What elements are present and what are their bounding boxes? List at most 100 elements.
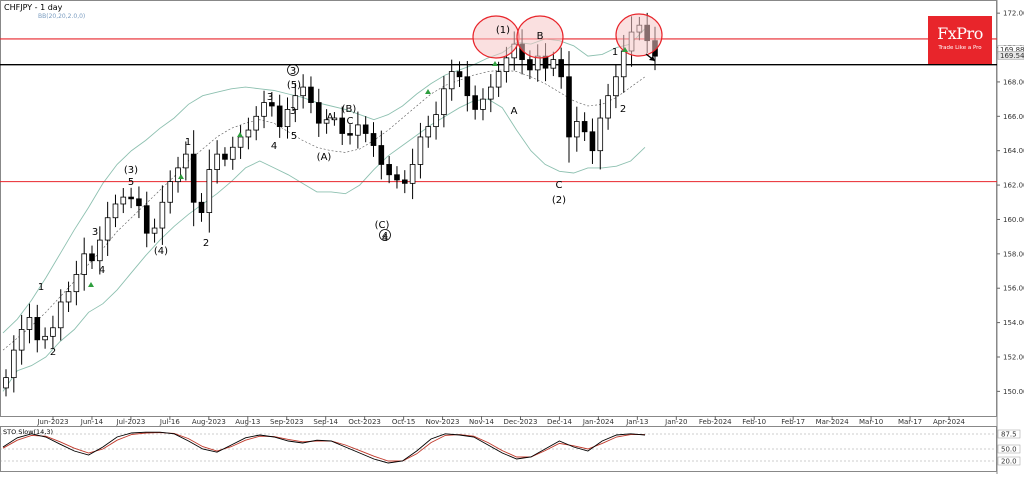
buy-arrow-icon [425,89,431,94]
time-tick-label: Aug-13 [235,418,260,426]
wave-label: 5 [291,131,297,142]
wave-label: (1) [496,25,510,36]
time-tick-label: Aug-2023 [192,418,226,426]
candle-body [136,198,142,207]
oscillator-title: STO Slow(14,3) [3,428,53,436]
time-tick-label: Feb-2024 [699,418,732,426]
candle-body [206,169,213,213]
time-tick-label: Sep-14 [313,418,338,426]
circled-wave-label: 4 [382,231,388,242]
projection-arrowhead [649,56,655,61]
wave-label: A [327,112,334,123]
candle-body [104,217,111,241]
price-tick-label: 168.000 [1003,78,1024,86]
buy-arrow-icon [622,47,628,52]
time-tick-label: Jan-2024 [582,418,615,426]
time-tick-label: Apr-2024 [933,418,966,426]
candle-body [527,59,533,71]
time-tick-label: Nov-14 [469,418,494,426]
candle-body [550,59,557,69]
time-tick-label: Mar-17 [898,418,922,426]
candle-body [558,59,564,78]
wave-label: 3 [92,227,98,238]
bollinger-lower-band [2,98,646,392]
candle-body [339,117,346,134]
candle-body [3,377,9,389]
candle-body [394,174,400,181]
candle-body [143,205,150,234]
stochastic-oscillator: 87.5 50.0 20.0 [0,429,1021,466]
time-tick-label: Oct-15 [392,418,416,426]
time-tick-label: Feb-17 [781,418,805,426]
wave-label: (4) [154,246,168,257]
candle-body [292,95,299,110]
candle-body [237,136,244,148]
time-tick-label: Mar-2024 [816,418,850,426]
candle-body [331,117,338,121]
candle-body [370,133,377,146]
candle-body [269,102,275,107]
highlight-circle [472,15,520,59]
current-price-label: 169.546 [1000,52,1024,60]
candle-body [472,95,478,110]
time-tick-label: Jan-20 [664,418,687,426]
wave-label: 5 [128,177,134,188]
candle-body [495,71,502,88]
candle-body [65,291,72,303]
wave-label: (B) [342,104,357,115]
candlesticks [3,12,658,397]
wave-label: 1 [612,47,618,58]
brand-tagline: Trade Like a Pro [938,45,982,51]
wave-label: A [511,106,518,117]
highlight-circle [615,13,663,57]
wave-label: C [556,180,563,191]
candle-body [73,274,80,293]
candle-body [378,145,385,165]
price-tick-label: 160.000 [1003,216,1024,224]
candle-body [347,133,353,136]
candle-body [581,121,588,133]
time-tick-label: Dec-14 [547,418,573,426]
candle-body [386,164,392,176]
oscillator-label-box [997,456,1021,466]
candle-body [456,71,463,78]
time-tick-label: Oct-2023 [348,418,380,426]
wave-label: 2 [50,347,56,358]
buy-arrow-icon [237,132,243,137]
time-tick-label: Jun-2023 [36,418,68,426]
wave-label: 3 [290,106,296,117]
price-tick-label: 164.000 [1003,147,1024,155]
time-tick-label: Dec-2023 [504,418,538,426]
wave-label: C [347,116,354,127]
chart-title: CHFJPY - 1 day [4,3,63,12]
candle-body [284,109,291,128]
candle-body [11,349,17,379]
wave-label: 1 [38,282,44,293]
candle-body [401,179,408,184]
candle-body [222,153,228,160]
candle-body [620,50,627,78]
oscillator-tick-label: 50.0 [1001,446,1017,454]
wave-label: (A) [317,152,332,163]
buy-arrow-icon [178,174,184,179]
candle-body [566,76,572,138]
wave-label: 1 [185,137,191,148]
price-tick-label: 172.000 [1003,10,1024,18]
candle-body [128,196,134,200]
candle-body [229,146,236,160]
candle-body [198,201,205,213]
candle-body [574,121,580,138]
candle-body [89,253,95,262]
wave-label: 4 [271,141,277,152]
brand-logo: FxPro Trade Like a Pro [928,16,992,64]
time-tick-label: Jun-14 [80,418,104,426]
price-tick-label: 152.000 [1003,353,1024,361]
candle-body [120,196,127,205]
candle-body [605,95,611,119]
annotations [88,13,663,287]
candle-body [245,129,252,138]
buy-arrow-icon [88,282,94,287]
